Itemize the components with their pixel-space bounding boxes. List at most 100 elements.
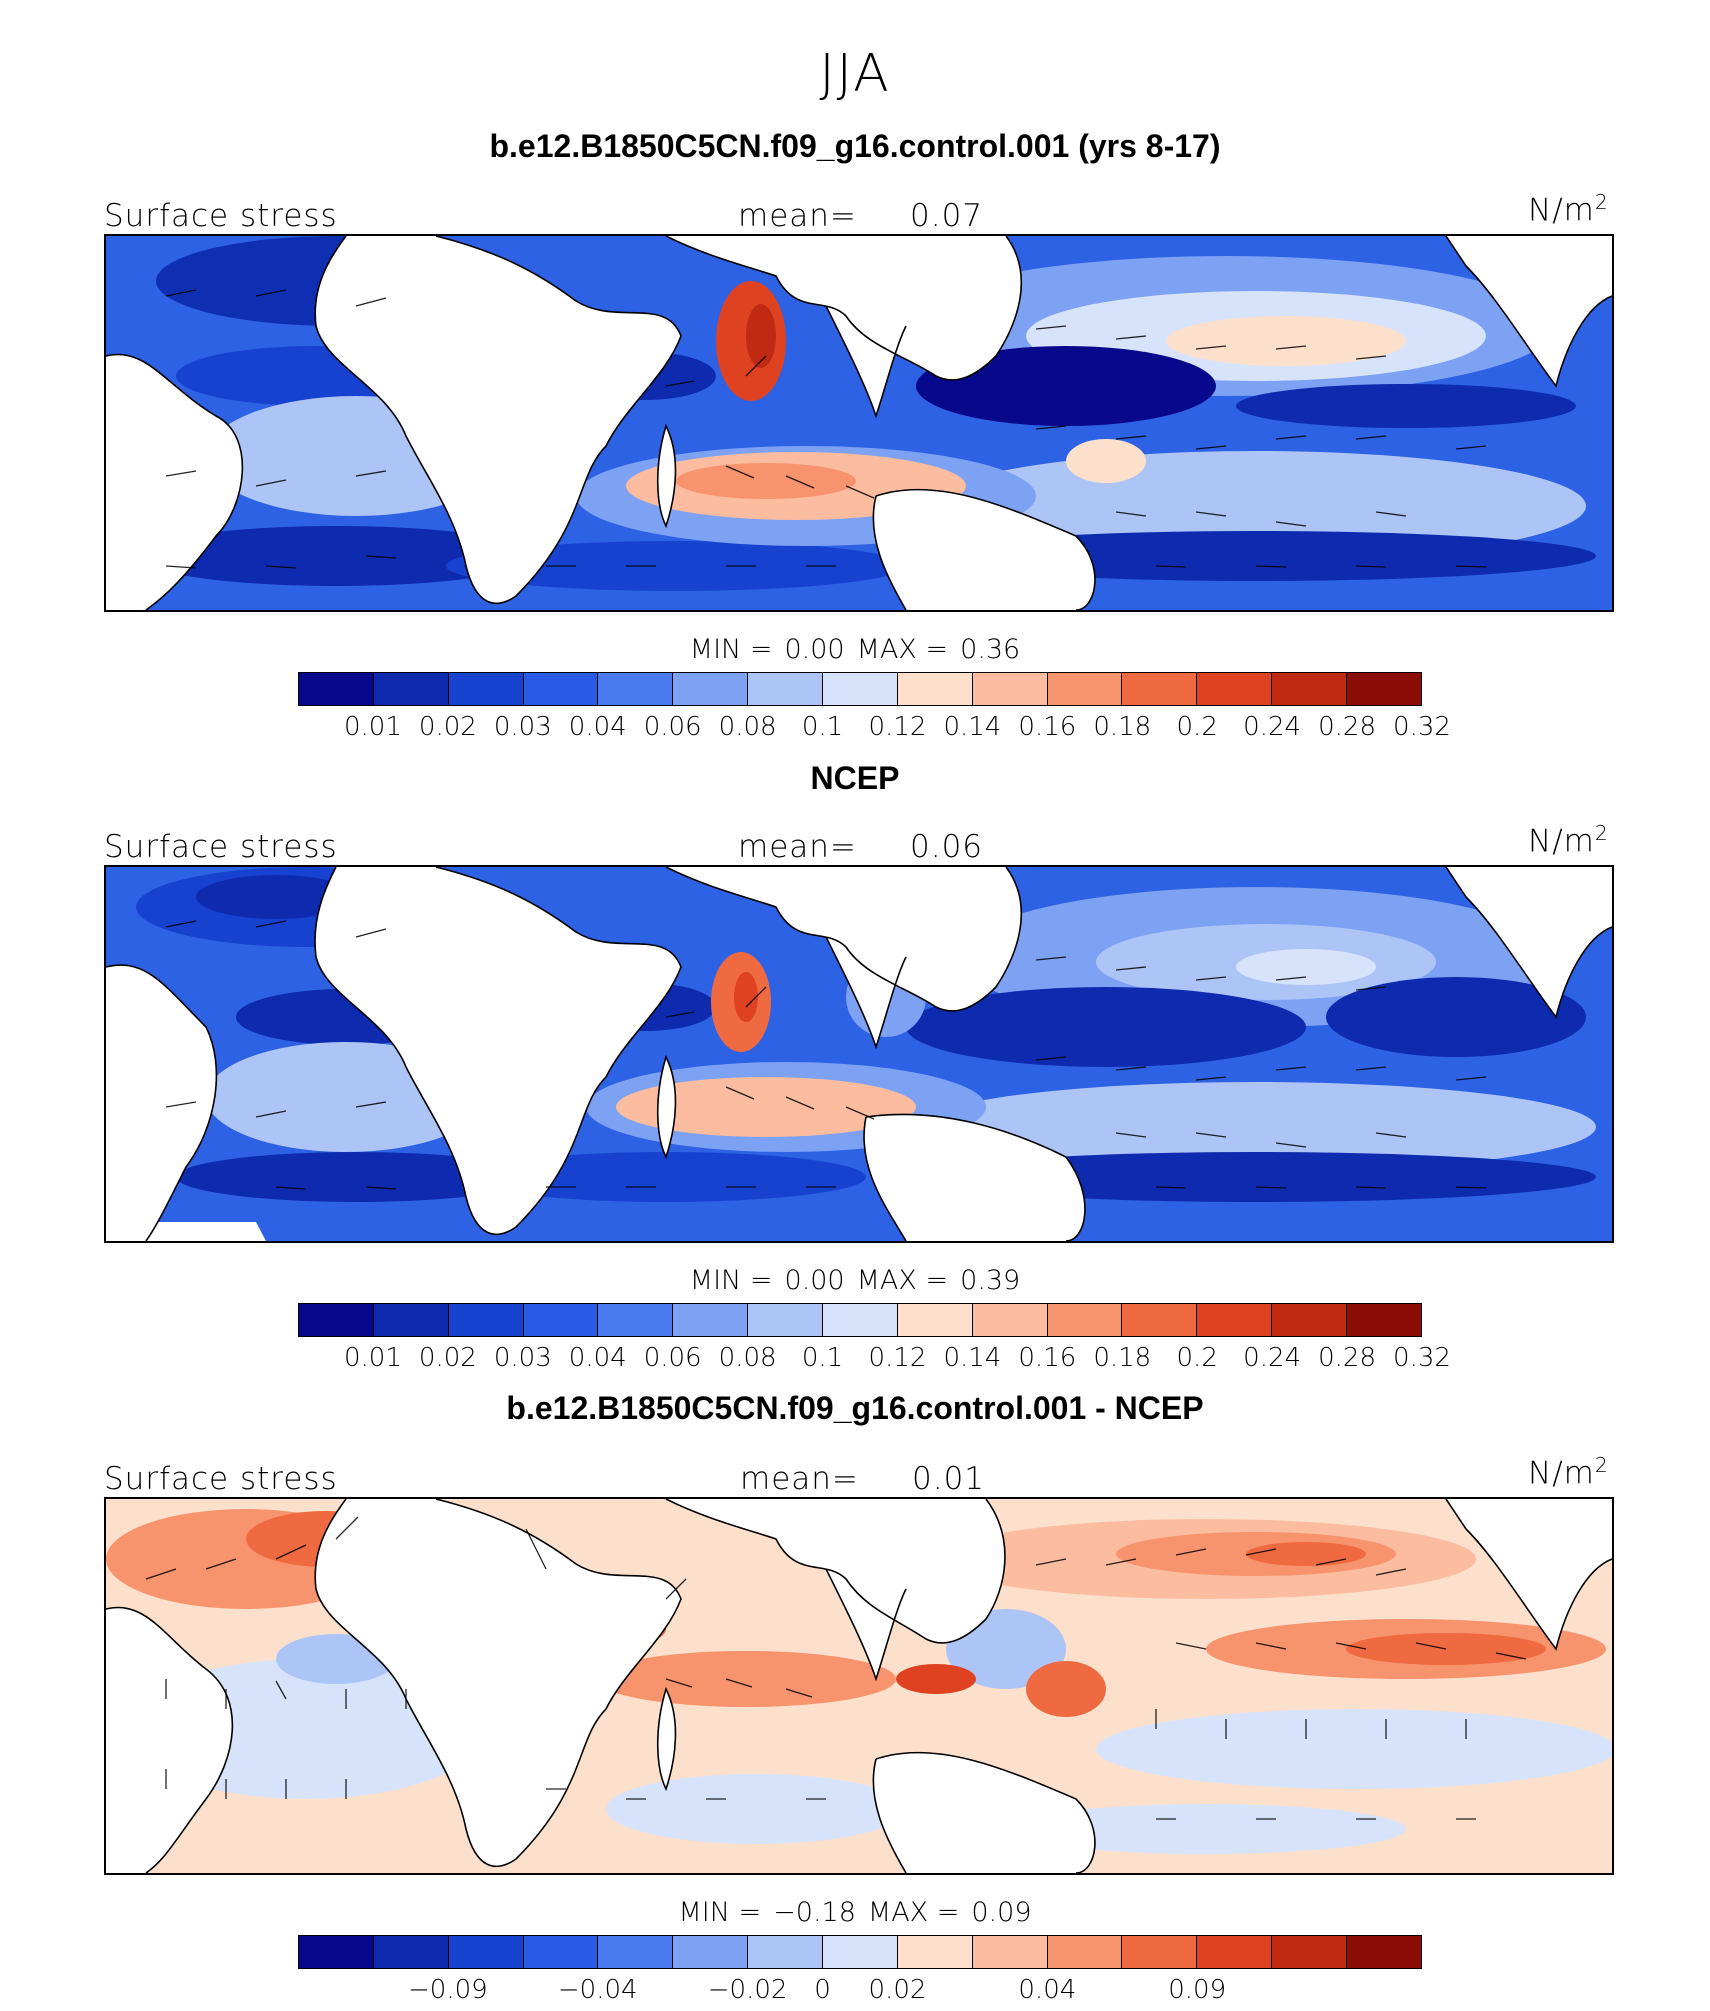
panel3-colorbar	[298, 1935, 1422, 1969]
colorbar-swatch	[1197, 1304, 1273, 1336]
colorbar-swatch	[1347, 1936, 1421, 1968]
panel2-map	[104, 865, 1614, 1243]
panel1-max-value: 0.36	[960, 634, 1021, 665]
panel3-colorbar-ticks: −0.09 −0.04 −0.02 0 0.02 0.04 0.09	[0, 1975, 1710, 2005]
panel3-min-label: MIN =	[678, 1897, 762, 1928]
panel2-max-label: MAX =	[856, 1265, 949, 1296]
colorbar-tick-label: 0.02	[418, 1343, 477, 1373]
colorbar-swatch	[1272, 673, 1348, 705]
panel2-min-value: 0.00	[784, 1265, 845, 1296]
colorbar-swatch	[1347, 1304, 1421, 1336]
colorbar-swatch	[673, 1304, 749, 1336]
panel1-mean-label: mean=	[738, 198, 857, 234]
colorbar-tick-label: −0.02	[707, 1975, 788, 2005]
colorbar-swatch	[972, 1304, 1048, 1336]
colorbar-swatch	[972, 673, 1048, 705]
panel3-max-value: 0.09	[971, 1897, 1032, 1928]
colorbar-swatch	[373, 1304, 449, 1336]
colorbar-tick-label: 0.08	[718, 712, 777, 742]
colorbar-tick-label: 0.08	[718, 1343, 777, 1373]
colorbar-swatch	[1122, 1304, 1198, 1336]
colorbar-swatch	[1122, 1936, 1198, 1968]
colorbar-swatch	[448, 1304, 524, 1336]
colorbar-tick-label: 0.28	[1318, 1343, 1377, 1373]
colorbar-swatch	[373, 673, 449, 705]
panel3-map	[104, 1497, 1614, 1875]
colorbar-swatch	[972, 1936, 1048, 1968]
colorbar-swatch	[1347, 673, 1421, 705]
colorbar-swatch	[523, 673, 599, 705]
colorbar-tick-label: 0.12	[868, 712, 927, 742]
panel1-unit: N/m2	[1528, 190, 1609, 229]
colorbar-tick-label: 0.04	[568, 1343, 627, 1373]
colorbar-swatch	[897, 673, 973, 705]
colorbar-swatch	[748, 1936, 824, 1968]
colorbar-swatch	[299, 1304, 374, 1336]
colorbar-swatch	[748, 673, 824, 705]
colorbar-swatch	[823, 1304, 898, 1336]
panel2-title: NCEP	[810, 760, 900, 796]
colorbar-swatch	[1047, 673, 1123, 705]
colorbar-tick-label: 0.06	[643, 712, 702, 742]
panel2-minmax: MIN = 0.00 MAX = 0.39	[0, 1265, 1710, 1296]
colorbar-tick-label: 0.01	[343, 1343, 402, 1373]
panel1-colorbar	[298, 672, 1422, 706]
colorbar-swatch	[673, 1936, 749, 1968]
colorbar-swatch	[523, 1304, 599, 1336]
colorbar-tick-label: 0.14	[943, 712, 1002, 742]
colorbar-swatch	[823, 673, 898, 705]
colorbar-tick-label: 0.32	[1393, 1343, 1451, 1373]
colorbar-tick-label: 0.06	[643, 1343, 702, 1373]
colorbar-swatch	[1122, 673, 1198, 705]
panel2-min-label: MIN =	[689, 1265, 773, 1296]
colorbar-swatch	[1272, 1936, 1348, 1968]
colorbar-swatch	[598, 1936, 674, 1968]
colorbar-tick-label: 0.03	[493, 712, 552, 742]
panel2-field-label: Surface stress	[104, 829, 338, 865]
colorbar-swatch	[1047, 1936, 1123, 1968]
colorbar-swatch	[373, 1936, 449, 1968]
colorbar-swatch	[673, 673, 749, 705]
panel3-min-value: −0.18	[773, 1897, 856, 1928]
panel1-mean-value: 0.07	[910, 198, 984, 234]
colorbar-swatch	[748, 1304, 824, 1336]
colorbar-tick-label: 0.24	[1243, 1343, 1302, 1373]
colorbar-tick-label: 0.16	[1018, 1343, 1077, 1373]
colorbar-swatch	[598, 673, 674, 705]
colorbar-swatch	[448, 1936, 524, 1968]
panel2-mean-value: 0.06	[910, 829, 984, 865]
colorbar-tick-label: 0.01	[343, 712, 402, 742]
colorbar-tick-label: 0.04	[568, 712, 627, 742]
colorbar-swatch	[1197, 673, 1273, 705]
colorbar-tick-label: 0.32	[1393, 712, 1451, 742]
panel3-mean-label: mean=	[740, 1461, 859, 1497]
panel3-mean-value: 0.01	[912, 1461, 986, 1497]
panel1-min-label: MIN =	[689, 634, 773, 665]
colorbar-tick-label: 0.16	[1018, 712, 1077, 742]
colorbar-tick-label: 0.04	[1018, 1975, 1077, 2005]
colorbar-swatch	[523, 1936, 599, 1968]
colorbar-tick-label: 0.02	[868, 1975, 927, 2005]
colorbar-swatch	[1272, 1304, 1348, 1336]
colorbar-tick-label: 0.1	[801, 1343, 844, 1373]
season-title: JJA	[819, 44, 891, 104]
panel2-colorbar-ticks: 0.01 0.02 0.03 0.04 0.06 0.08 0.1 0.12 0.14 0.16 0…	[0, 1343, 1710, 1373]
panel3-title: b.e12.B1850C5CN.f09_g16.control.001 - NC…	[506, 1390, 1204, 1426]
colorbar-tick-label: 0	[814, 1975, 831, 2005]
panel2-unit: N/m2	[1528, 821, 1609, 860]
colorbar-tick-label: 0.28	[1318, 712, 1377, 742]
colorbar-swatch	[823, 1936, 898, 1968]
panel2-colorbar	[298, 1303, 1422, 1337]
panel1-minmax: MIN = 0.00 MAX = 0.36	[0, 634, 1710, 665]
colorbar-tick-label: 0.03	[493, 1343, 552, 1373]
panel3-max-label: MAX =	[867, 1897, 960, 1928]
panel1-min-value: 0.00	[784, 634, 845, 665]
panel3-field-label: Surface stress	[104, 1461, 338, 1497]
panel1-field-label: Surface stress	[104, 198, 338, 234]
panel3-unit: N/m2	[1528, 1453, 1609, 1492]
colorbar-tick-label: 0.12	[868, 1343, 927, 1373]
colorbar-tick-label: −0.09	[408, 1975, 488, 2005]
colorbar-swatch	[598, 1304, 674, 1336]
colorbar-swatch	[897, 1936, 973, 1968]
panel1-title: b.e12.B1850C5CN.f09_g16.control.001 (yrs…	[489, 128, 1221, 164]
